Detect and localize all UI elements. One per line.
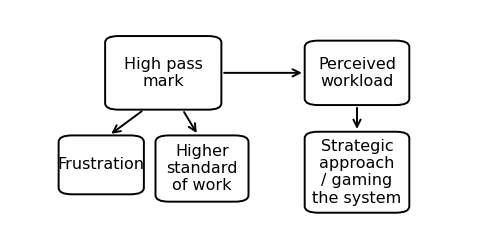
Text: Perceived
workload: Perceived workload: [318, 57, 396, 89]
Text: Frustration: Frustration: [58, 157, 145, 172]
FancyBboxPatch shape: [105, 36, 222, 110]
FancyBboxPatch shape: [156, 136, 248, 202]
Text: High pass
mark: High pass mark: [124, 57, 202, 89]
Text: Strategic
approach
/ gaming
the system: Strategic approach / gaming the system: [312, 139, 402, 206]
FancyBboxPatch shape: [304, 41, 410, 105]
FancyBboxPatch shape: [304, 132, 410, 213]
Text: Higher
standard
of work: Higher standard of work: [166, 144, 238, 193]
FancyBboxPatch shape: [58, 136, 144, 194]
